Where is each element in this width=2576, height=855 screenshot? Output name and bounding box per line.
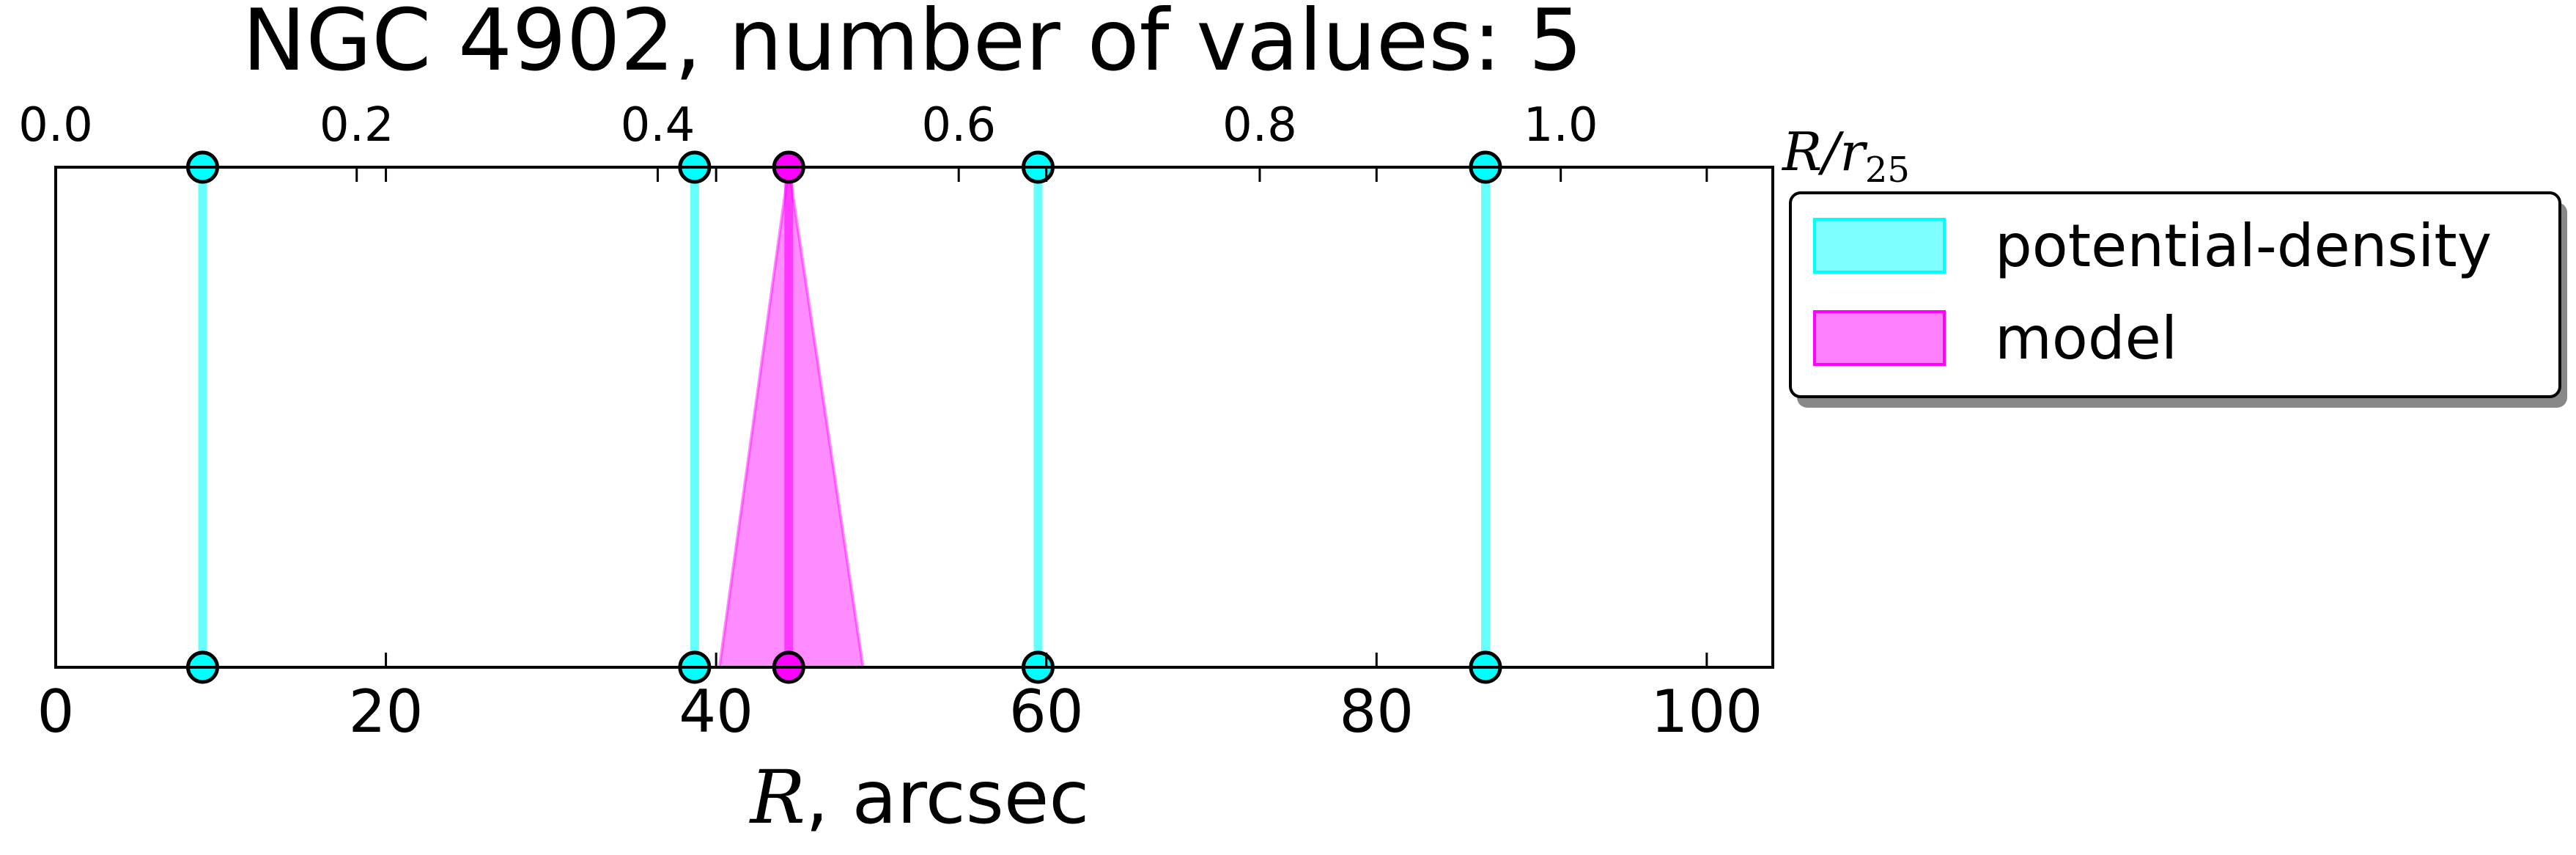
- x-tick-label: 0: [37, 678, 75, 746]
- legend-label: model: [1995, 304, 2177, 373]
- x-tick-label: 60: [1009, 678, 1084, 746]
- top-axis-label: R/r25: [1781, 121, 1910, 191]
- top-axis-label-sub: 25: [1865, 150, 1910, 191]
- x-tick-label: 40: [679, 678, 753, 746]
- legend: potential-density model: [1789, 191, 2567, 408]
- x-axis-label-var: R: [749, 755, 805, 840]
- x-axis-ticks: 0 20 40 60 80 100: [37, 167, 1763, 746]
- legend-label: potential-density: [1995, 212, 2492, 280]
- legend-swatch-potential-density: [1813, 218, 1946, 274]
- x-axis-label-rest: , arcsec: [805, 755, 1089, 840]
- x-tick-label: 100: [1651, 678, 1763, 746]
- top-tick-label: 0.0: [18, 98, 93, 153]
- x-tick-label: 80: [1339, 678, 1414, 746]
- top-tick-label: 0.4: [621, 98, 695, 153]
- top-axis-ticks: 0.0 0.2 0.4 0.6 0.8 1.0: [18, 98, 1598, 182]
- legend-swatch-model: [1813, 310, 1946, 366]
- top-axis-label-var: R/r: [1781, 121, 1867, 183]
- chart-marks: [186, 150, 1502, 684]
- plot-frame: [54, 166, 1774, 669]
- top-tick-label: 1.0: [1524, 98, 1598, 153]
- chart-title: NGC 4902, number of values: 5: [243, 0, 1583, 90]
- x-axis-label: R, arcsec: [749, 755, 1090, 840]
- top-tick-label: 0.6: [921, 98, 996, 153]
- x-tick-label: 20: [349, 678, 424, 746]
- top-tick-label: 0.2: [320, 98, 394, 153]
- top-tick-label: 0.8: [1222, 98, 1297, 153]
- legend-box: [1789, 191, 2561, 398]
